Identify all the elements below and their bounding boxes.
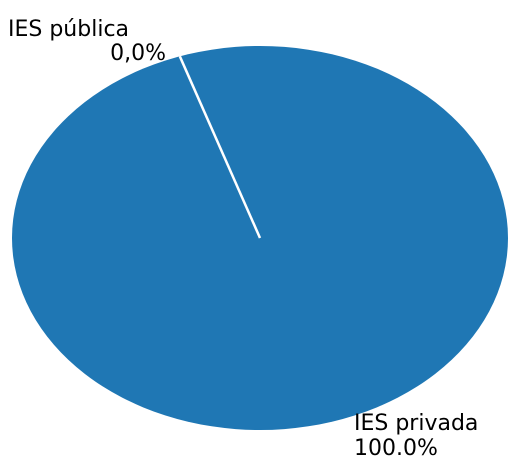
slice-value-ies-privada: 100.0% (354, 436, 438, 457)
labels-layer: IES pública 0,0% IES privada 100.0% (8, 17, 478, 457)
slice-label-ies-privada: IES privada (354, 411, 478, 436)
slices-layer (12, 46, 508, 430)
slice-label-ies-publica: IES pública (8, 17, 129, 42)
slice-value-ies-publica: 0,0% (110, 41, 166, 66)
slice-boundary-line (178, 55, 262, 239)
